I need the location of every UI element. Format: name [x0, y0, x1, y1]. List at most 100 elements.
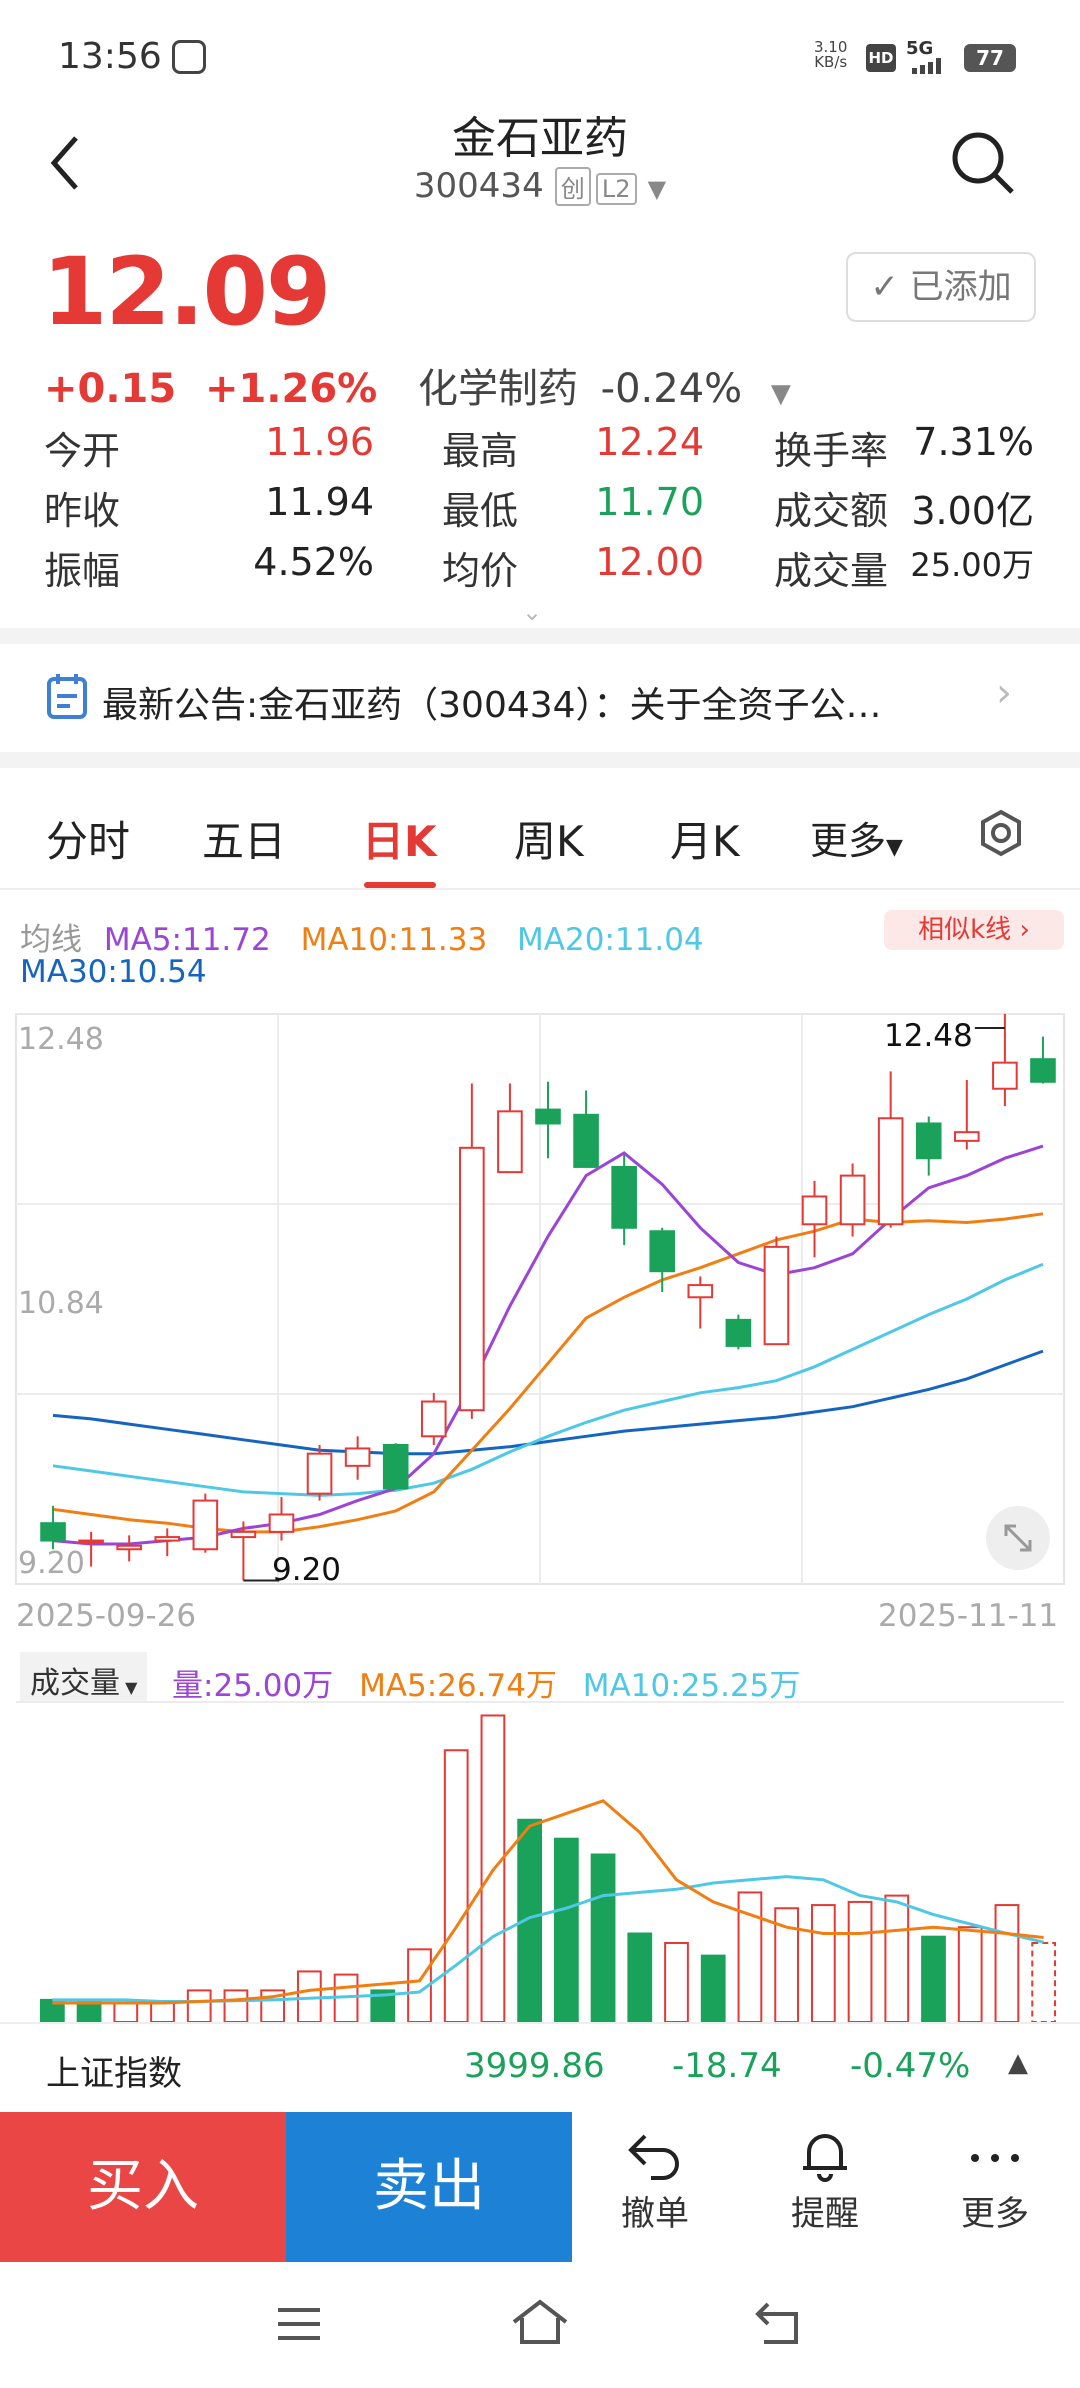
chart-tabs: 分时 五日 日K 周K 月K 更多▼ — [0, 770, 1080, 890]
sector-dropdown-icon[interactable]: ▼ — [770, 379, 791, 409]
back-button[interactable] — [36, 128, 96, 198]
expand-up-icon[interactable]: ▲ — [1008, 2048, 1028, 2078]
tab-more-arrow-icon: ▼ — [886, 835, 903, 860]
volume-bar — [517, 1818, 543, 2022]
volume-bar — [39, 1998, 65, 2022]
ma-label[interactable]: 均线 — [20, 922, 82, 958]
chevron-right-icon: › — [996, 670, 1012, 716]
volume-legend: 量:25.00万 MA5:26.74万 MA10:25.25万 — [172, 1660, 800, 1705]
quote-grid: 今开 11.96 最高 12.24 换手率 7.31% 昨收 11.94 最低 11.70 成交额 3… — [0, 420, 1080, 600]
announcement-bar[interactable]: 最新公告:金石亚药（300434）：关于全资子公… › — [0, 650, 1080, 750]
sector-name[interactable]: 化学制药 — [417, 366, 578, 412]
more-button[interactable]: 更多 — [930, 2130, 1060, 2235]
net-speed: 3.10 KB/s — [814, 40, 847, 70]
sell-button[interactable]: 卖出 — [286, 2112, 572, 2262]
kline-chart[interactable] — [0, 1000, 1080, 1640]
quote-value: 11.94 — [265, 480, 374, 524]
volume-chart[interactable] — [0, 1700, 1080, 2022]
more-label: 更多 — [961, 2194, 1029, 2234]
candle-body — [649, 1230, 676, 1273]
candle-body — [573, 1113, 599, 1168]
signal-icon — [910, 56, 954, 74]
active-tab-indicator — [364, 882, 436, 888]
volume-bar — [553, 1837, 579, 2022]
quote-value: 3.00亿 — [911, 489, 1034, 533]
stock-code-row[interactable]: 300434 创 L2 ▼ — [0, 166, 1080, 206]
fullscreen-icon[interactable] — [986, 1506, 1050, 1570]
volume-bar — [994, 1904, 1020, 2022]
home-nav-icon[interactable] — [510, 2298, 570, 2348]
volume-label: 成交量 — [30, 1666, 120, 1701]
high-point-label: 12.48 — [884, 1018, 973, 1054]
ma30-value: MA30:10.54 — [20, 954, 207, 990]
divider — [0, 752, 1080, 768]
current-price: 12.09 — [42, 238, 331, 347]
expand-chevron-icon[interactable]: ⌄ — [522, 598, 543, 626]
date-start: 2025-09-26 — [16, 1598, 197, 1634]
similar-kline-label: 相似k线 — [918, 915, 1012, 945]
search-icon[interactable] — [948, 128, 1018, 198]
quote-label: 最高 — [442, 429, 519, 473]
volume-bar — [1031, 1942, 1057, 2022]
chart-settings-icon[interactable] — [976, 808, 1026, 858]
status-bar: 13:56 3.10 KB/s HD 5G 77 — [0, 0, 1080, 110]
buy-button[interactable]: 买入 — [0, 2112, 286, 2262]
cancel-order-button[interactable]: 撤单 — [590, 2130, 720, 2235]
remind-button[interactable]: 提醒 — [760, 2130, 890, 2235]
added-watchlist-button[interactable]: ✓ 已添加 — [846, 252, 1036, 322]
candle-body — [420, 1400, 447, 1438]
status-time: 13:56 — [58, 36, 162, 77]
quote-label: 最低 — [442, 489, 519, 533]
volume-bar — [810, 1904, 836, 2022]
tab-more[interactable]: 更多▼ — [810, 810, 903, 865]
tab-yuek[interactable]: 月K — [670, 817, 740, 866]
stock-name: 金石亚药 — [452, 113, 628, 164]
candle-body — [78, 1539, 104, 1544]
candle-body — [839, 1174, 866, 1226]
tab-more-label: 更多 — [810, 819, 887, 863]
battery-icon: 77 — [964, 44, 1016, 72]
sector-change: -0.24% — [600, 366, 743, 412]
back-nav-icon[interactable] — [754, 2300, 804, 2346]
menu-nav-icon[interactable] — [274, 2302, 324, 2346]
volume-ma5-line — [52, 1799, 1044, 2005]
volume-ma5: MA5:26.74万 — [359, 1668, 557, 1704]
index-value: 3999.86 — [464, 2046, 605, 2086]
volume-bar — [443, 1749, 469, 2022]
net-speed-value: 3.10 — [814, 38, 848, 56]
quote-label: 换手率 — [774, 429, 889, 473]
tab-wuri[interactable]: 五日 — [202, 817, 287, 866]
tab-fenshi[interactable]: 分时 — [46, 817, 131, 866]
ma30-line — [52, 1349, 1044, 1456]
candle-body — [497, 1110, 523, 1174]
volume-ma10: MA10:25.25万 — [582, 1668, 801, 1704]
net-speed-unit: KB/s — [814, 53, 848, 71]
tab-rik[interactable]: 日K — [362, 817, 437, 866]
similar-kline-button[interactable]: 相似k线 › — [884, 910, 1064, 950]
candle-body — [535, 1108, 561, 1125]
quote-value: 7.31% — [913, 420, 1034, 464]
y-axis-mid-label: 10.84 — [18, 1286, 104, 1321]
index-bar[interactable]: 上证指数 3999.86 -18.74 -0.47% ▲ — [0, 2022, 1080, 2110]
tab-zhouk[interactable]: 周K — [514, 817, 584, 866]
volume-bar — [737, 1891, 763, 2022]
candle-body — [1030, 1058, 1056, 1083]
check-icon: ✓ — [870, 267, 899, 307]
index-pct: -0.47% — [850, 2046, 971, 2086]
volume-bar — [113, 2002, 139, 2022]
volume-indicator-select[interactable]: 成交量 ▼ — [20, 1652, 148, 1702]
remind-label: 提醒 — [791, 2194, 859, 2234]
l2-badge: L2 — [595, 173, 637, 205]
quote-label: 今开 — [44, 429, 121, 473]
candle-body — [915, 1122, 942, 1160]
ma10-line — [52, 1212, 1044, 1534]
date-end: 2025-11-11 — [878, 1598, 1059, 1634]
quote-value: 4.52% — [253, 540, 374, 584]
volume-bar — [921, 1935, 946, 2022]
candle-body — [382, 1443, 409, 1490]
quote-value: 12.00 — [595, 540, 704, 584]
y-axis-max-label: 12.48 — [18, 1022, 104, 1057]
price-change-pct: +1.26% — [204, 366, 378, 412]
divider — [0, 628, 1080, 644]
price-change-row: +0.15 +1.26% 化学制药 -0.24% ▼ — [44, 356, 791, 414]
